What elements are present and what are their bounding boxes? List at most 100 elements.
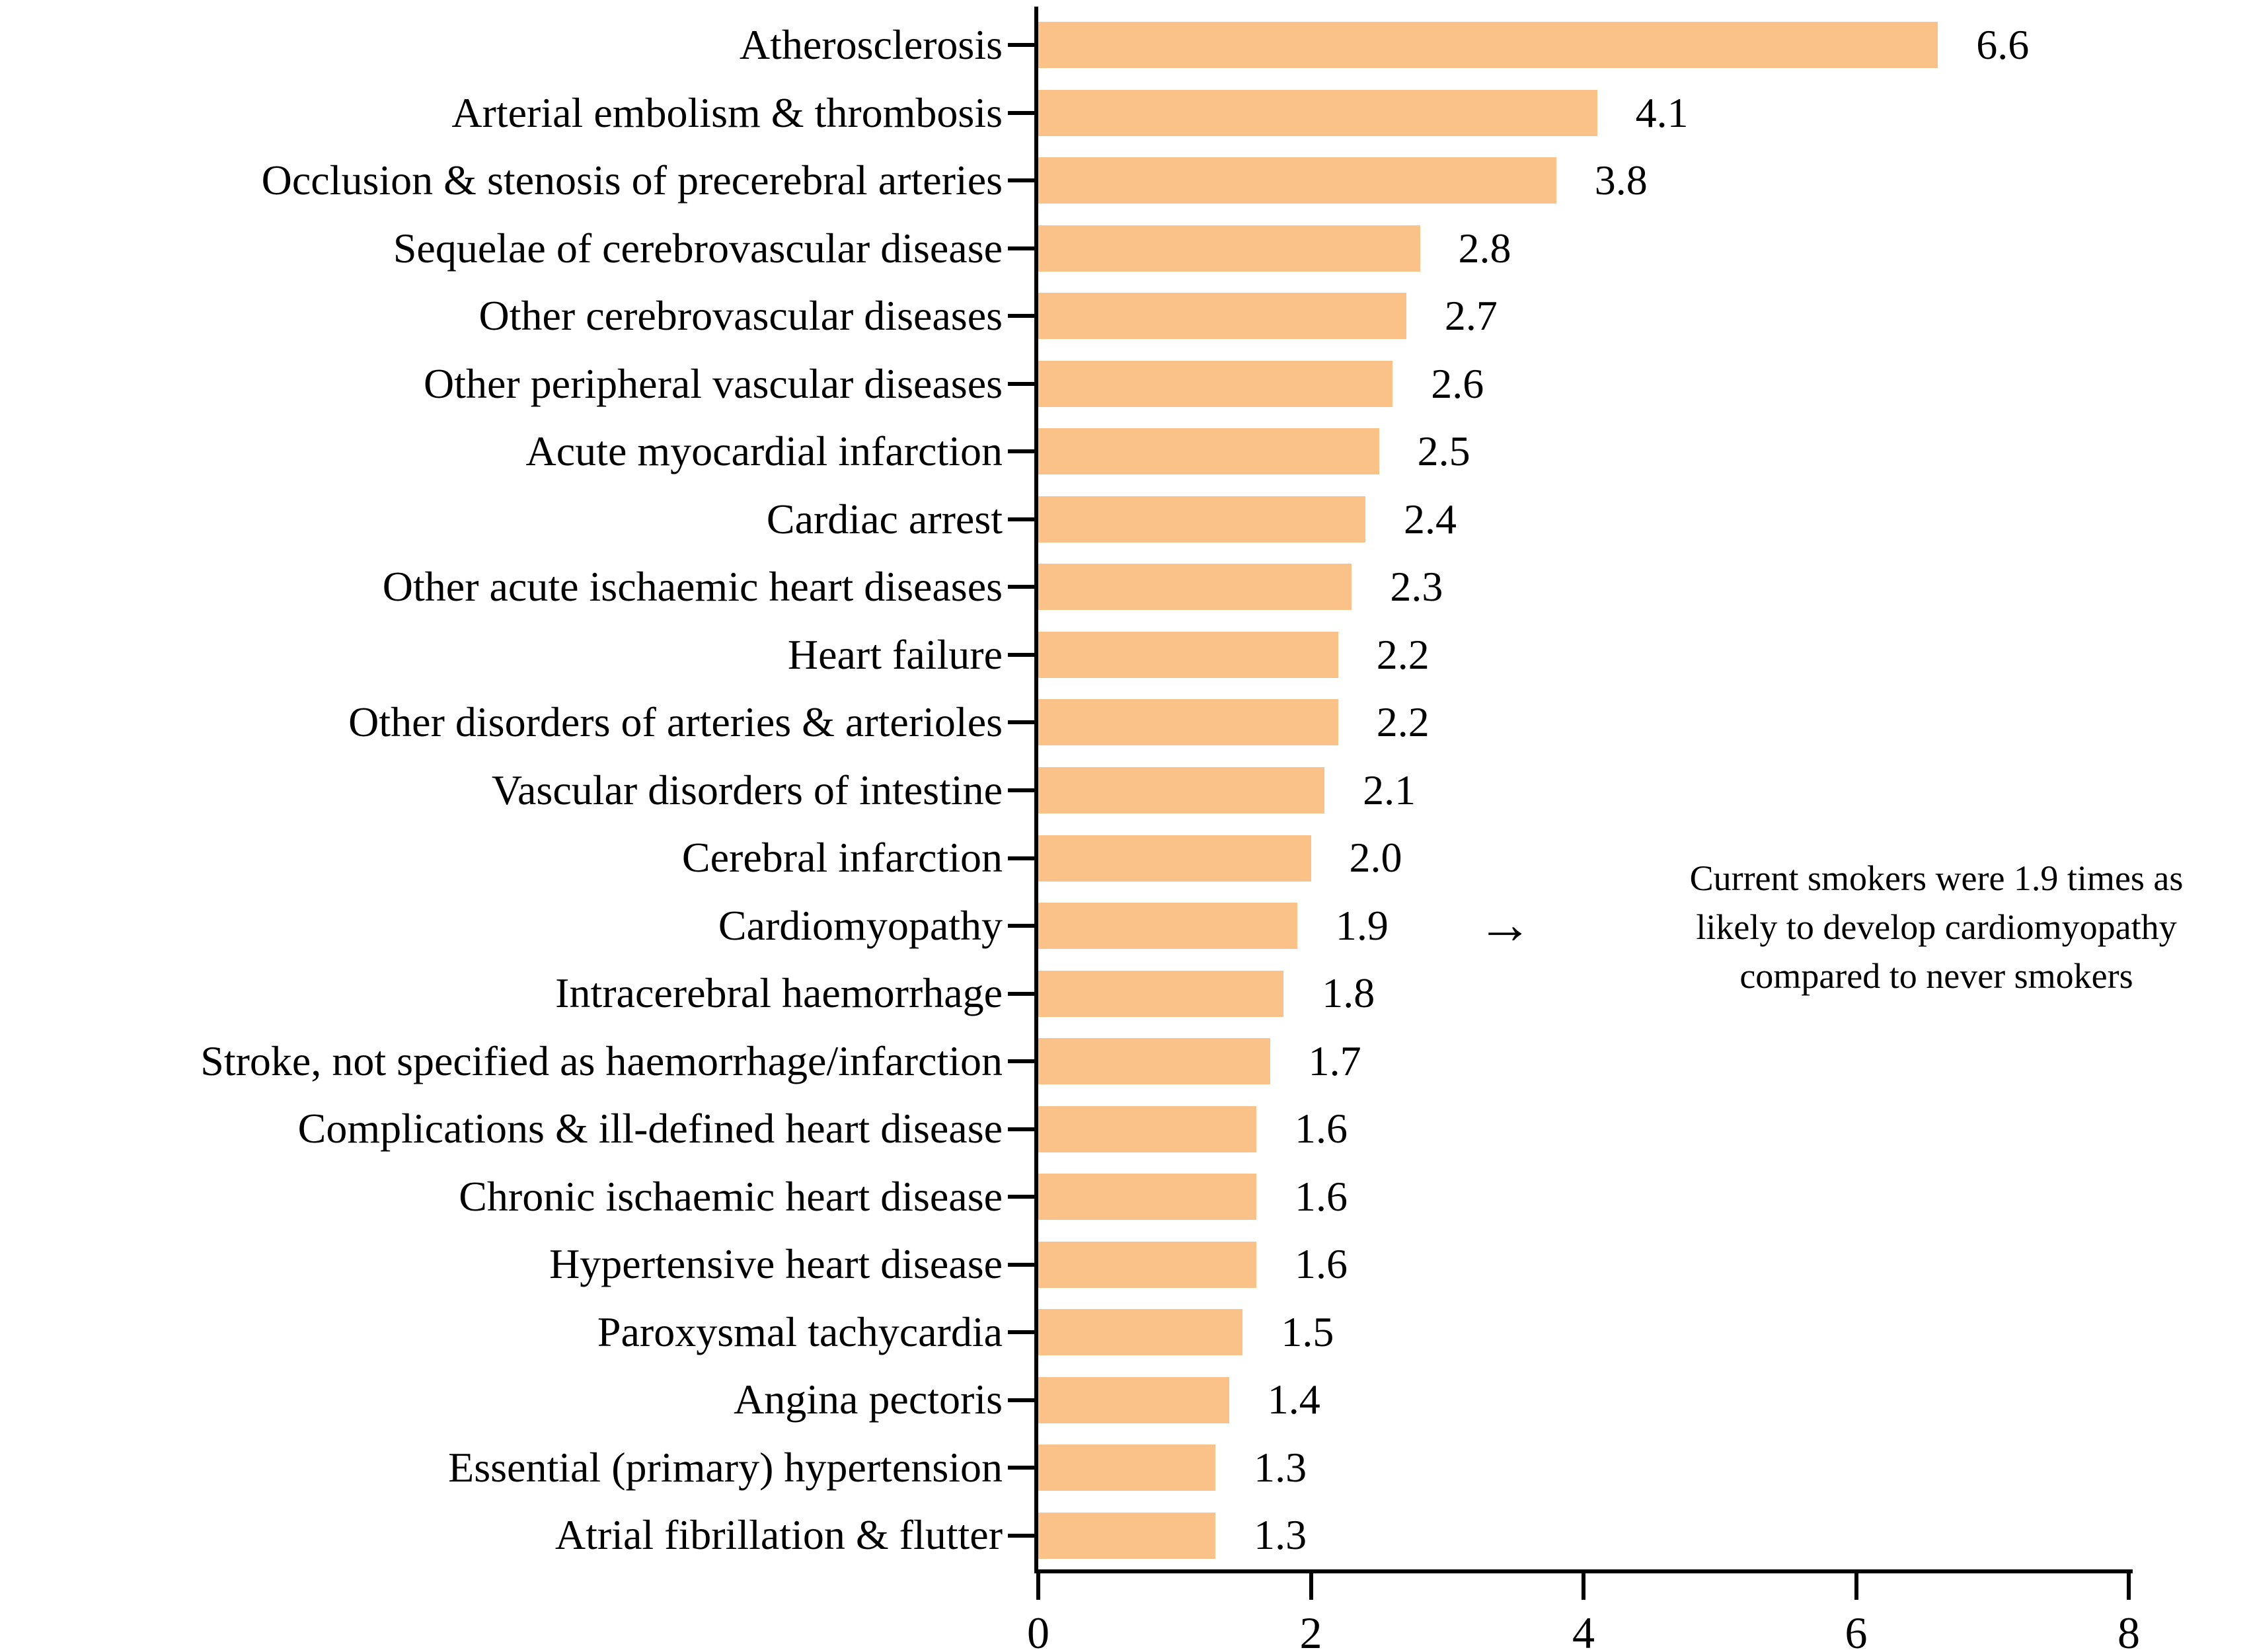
category-label: Other peripheral vascular diseases <box>423 359 1003 407</box>
annotation-arrow-icon: → <box>1477 894 1533 956</box>
bar <box>1038 970 1284 1017</box>
value-label: 2.6 <box>1431 359 1484 407</box>
bar <box>1038 903 1297 950</box>
bar <box>1038 699 1338 746</box>
x-tick-label: 4 <box>1572 1608 1595 1652</box>
bar <box>1038 360 1393 407</box>
y-tick-mark <box>1008 1195 1034 1199</box>
x-tick-label: 0 <box>1027 1608 1049 1652</box>
category-label: Acute myocardial infarction <box>525 428 1003 475</box>
annotation-line: compared to never smokers <box>1739 956 2133 996</box>
value-label: 1.4 <box>1267 1376 1320 1423</box>
x-axis-line <box>1034 1569 2133 1573</box>
category-label: Chronic ischaemic heart disease <box>459 1172 1003 1220</box>
x-tick-label: 6 <box>1845 1608 1868 1652</box>
bar <box>1038 835 1311 882</box>
value-label: 3.8 <box>1594 157 1648 204</box>
y-tick-mark <box>1008 381 1034 386</box>
x-tick-mark <box>1036 1573 1040 1600</box>
y-tick-mark <box>1008 1330 1034 1335</box>
y-tick-mark <box>1008 517 1034 521</box>
annotation-text: Current smokers were 1.9 times as likely… <box>1613 854 2251 1000</box>
y-tick-mark <box>1008 924 1034 928</box>
y-tick-mark <box>1008 720 1034 725</box>
category-label: Cardiac arrest <box>766 495 1003 543</box>
value-label: 4.1 <box>1635 89 1689 136</box>
x-tick-mark <box>1582 1573 1585 1600</box>
y-tick-mark <box>1008 1059 1034 1064</box>
bar <box>1038 1038 1270 1085</box>
x-tick-label: 8 <box>2117 1608 2140 1652</box>
category-label: Cerebral infarction <box>681 834 1003 882</box>
y-tick-mark <box>1008 1262 1034 1267</box>
category-label: Vascular disorders of intestine <box>491 766 1003 813</box>
y-tick-mark <box>1008 246 1034 250</box>
y-tick-mark <box>1008 1533 1034 1538</box>
x-tick-mark <box>1309 1573 1313 1600</box>
value-label: 1.6 <box>1295 1240 1348 1288</box>
value-label: 2.2 <box>1376 630 1430 678</box>
value-label: 2.8 <box>1458 224 1511 272</box>
y-tick-mark <box>1008 652 1034 657</box>
y-tick-mark <box>1008 449 1034 454</box>
category-label: Other acute ischaemic heart diseases <box>382 563 1003 611</box>
y-axis-line <box>1034 7 1038 1573</box>
value-label: 2.3 <box>1390 563 1443 611</box>
value-label: 1.3 <box>1254 1443 1307 1491</box>
value-label: 1.7 <box>1308 1037 1361 1084</box>
x-tick-label: 2 <box>1299 1608 1322 1652</box>
x-tick-mark <box>1854 1573 1858 1600</box>
category-label: Arterial embolism & thrombosis <box>451 89 1003 136</box>
bar <box>1038 1241 1256 1288</box>
y-tick-mark <box>1008 1398 1034 1402</box>
bar <box>1038 1512 1216 1559</box>
bar <box>1038 1445 1216 1491</box>
value-label: 1.8 <box>1322 969 1375 1017</box>
bar <box>1038 1174 1256 1220</box>
category-label: Essential (primary) hypertension <box>448 1443 1003 1491</box>
value-label: 2.7 <box>1444 292 1498 340</box>
y-tick-mark <box>1008 1127 1034 1131</box>
value-label: 1.9 <box>1335 901 1389 949</box>
category-label: Other disorders of arteries & arterioles <box>348 698 1003 746</box>
value-label: 1.6 <box>1295 1105 1348 1152</box>
category-label: Intracerebral haemorrhage <box>555 969 1003 1017</box>
y-tick-mark <box>1008 178 1034 183</box>
category-label: Atrial fibrillation & flutter <box>554 1511 1003 1559</box>
category-label: Hypertensive heart disease <box>549 1240 1003 1288</box>
value-label: 2.1 <box>1363 766 1416 813</box>
value-label: 1.3 <box>1254 1511 1307 1559</box>
value-label: 6.6 <box>1976 21 2030 68</box>
category-label: Heart failure <box>787 630 1003 678</box>
x-tick-mark <box>2127 1573 2131 1600</box>
value-label: 1.5 <box>1281 1308 1334 1355</box>
bar <box>1038 496 1365 543</box>
bar <box>1038 225 1420 272</box>
y-tick-mark <box>1008 856 1034 860</box>
bar <box>1038 428 1379 475</box>
y-tick-mark <box>1008 991 1034 996</box>
category-label: Atherosclerosis <box>739 21 1003 68</box>
value-label: 2.4 <box>1404 495 1457 543</box>
category-label: Cardiomyopathy <box>718 901 1003 949</box>
category-label: Complications & ill-defined heart diseas… <box>297 1105 1003 1152</box>
category-label: Paroxysmal tachycardia <box>597 1308 1003 1355</box>
value-label: 2.5 <box>1417 428 1470 475</box>
annotation-line: likely to develop cardiomyopathy <box>1696 907 2177 947</box>
value-label: 2.0 <box>1349 834 1402 882</box>
y-tick-mark <box>1008 314 1034 319</box>
y-tick-mark <box>1008 110 1034 115</box>
bar <box>1038 1376 1229 1423</box>
y-tick-mark <box>1008 43 1034 48</box>
bar <box>1038 564 1352 611</box>
y-tick-mark <box>1008 585 1034 589</box>
y-tick-mark <box>1008 788 1034 792</box>
value-label: 1.6 <box>1295 1172 1348 1220</box>
bar <box>1038 631 1338 678</box>
category-label: Occlusion & stenosis of precerebral arte… <box>261 157 1003 204</box>
y-tick-mark <box>1008 1466 1034 1470</box>
category-label: Sequelae of cerebrovascular disease <box>393 224 1003 272</box>
bar <box>1038 293 1406 340</box>
value-label: 2.2 <box>1376 698 1430 746</box>
